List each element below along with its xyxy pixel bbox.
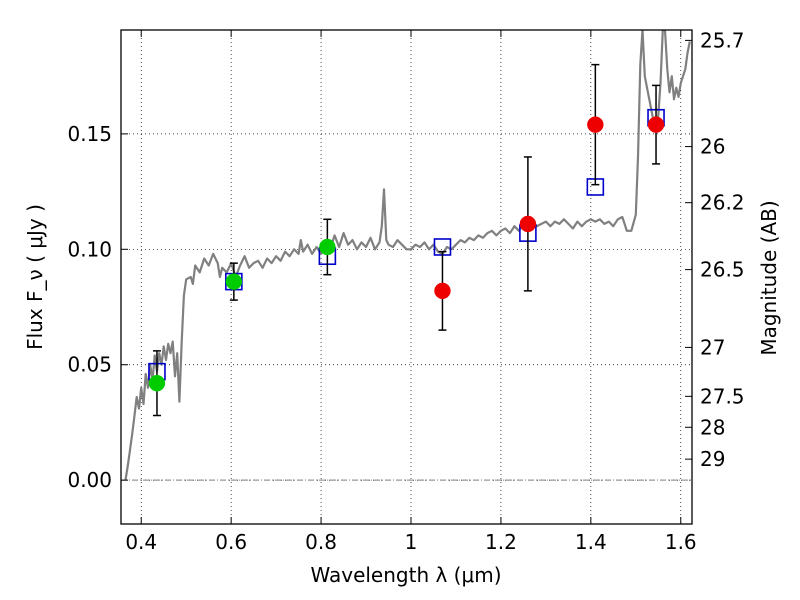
red-data-point [434,282,451,300]
mag-tick-label: 26.2 [700,191,745,215]
y-tick-label: 0.10 [67,237,112,261]
mag-tick-label: 29 [700,447,725,471]
axis-ticks: 0.4 0.6 0.8 1 1.2 1.4 1.6 0.00 0.05 0.10 0.15 25.7 2… [67,28,744,554]
mag-tick-label: 26 [700,135,725,159]
mag-tick-label: 26.5 [700,258,745,282]
y-tick-label: 0.15 [67,122,112,146]
mag-tick-label: 27 [700,335,725,359]
y-tick-label: 0.00 [67,468,112,492]
x-tick-label: 0.8 [305,530,337,554]
y-tick-label: 0.05 [67,353,112,377]
red-data-point [519,215,537,233]
spectrum-line [124,30,691,481]
mag-tick-label: 25.7 [700,28,745,52]
x-axis-label: Wavelength λ (μm) [310,563,501,587]
y-axis-label: Flux F_ν ( μJy ) [23,204,47,350]
green-data-point [148,374,166,392]
red-data-point [647,116,665,133]
green-data-point [225,273,243,290]
red-data-point [587,116,604,133]
y2-axis-label: Magnitude (AB) [757,200,781,355]
x-tick-label: 0.6 [215,530,247,554]
x-tick-label: 1.6 [665,530,697,554]
mag-tick-label: 27.5 [700,384,745,408]
plot-frame [120,29,693,525]
data-points [148,63,665,417]
mag-tick-label: 28 [700,415,725,439]
x-tick-label: 0.4 [125,530,157,554]
x-tick-label: 1.4 [575,530,607,554]
x-tick-label: 1.2 [485,530,517,554]
green-data-point [319,238,336,256]
x-tick-label: 1 [405,530,418,554]
